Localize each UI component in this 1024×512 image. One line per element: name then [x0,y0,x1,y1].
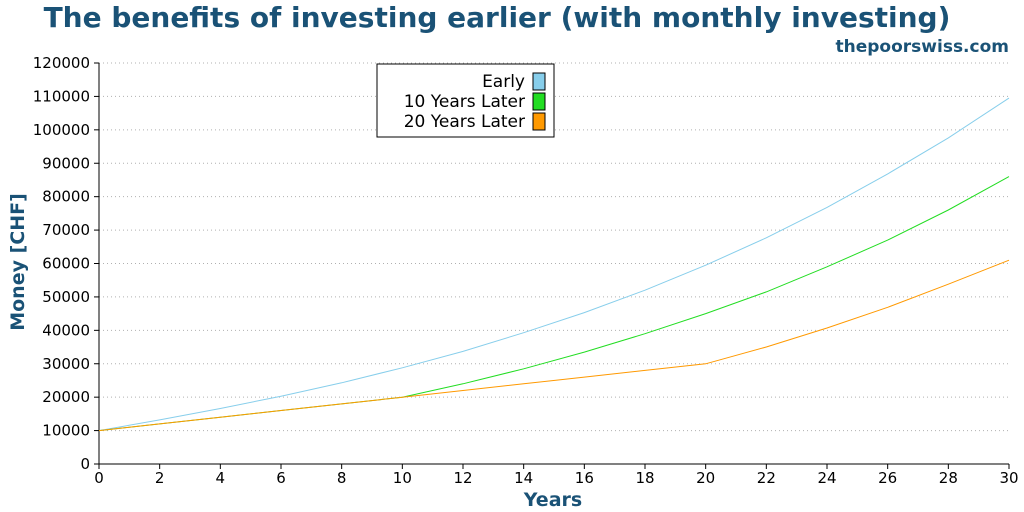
legend-box [376,63,555,138]
series-line-1 [98,176,1010,432]
legend-swatch [532,72,546,91]
y-tick-label: 80000 [42,188,90,206]
x-tick-label: 30 [999,469,1018,487]
chart-title: The benefits of investing earlier (with … [44,1,951,34]
y-tick-label: 40000 [42,321,90,339]
y-tick-label: 20000 [42,388,90,406]
y-tick-label: 120000 [33,54,90,72]
y-tick-label: 100000 [33,121,90,139]
legend-label: Early [482,72,525,92]
x-tick-label: 18 [635,469,654,487]
x-tick-label: 24 [817,469,836,487]
y-tick-label: 60000 [42,255,90,273]
y-tick-label: 10000 [42,422,90,440]
legend-swatch [532,112,546,131]
series-line-0 [98,97,1010,432]
legend-label: 10 Years Later [404,92,525,112]
x-axis-label: Years [523,489,582,511]
legend-label: 20 Years Later [404,112,525,132]
x-tick-label: 16 [575,469,594,487]
x-tick-label: 12 [453,469,472,487]
series-line-2 [98,259,1010,432]
y-tick-label: 70000 [42,221,90,239]
x-tick-label: 20 [696,469,715,487]
x-tick-label: 0 [94,469,104,487]
x-tick-label: 10 [393,469,412,487]
x-tick-label: 14 [514,469,533,487]
y-axis-label: Money [CHF] [7,193,29,331]
x-tick-label: 4 [216,469,226,487]
chart-subtitle: thepoorswiss.com [836,37,1010,57]
y-tick-label: 90000 [42,154,90,172]
y-tick-label: 110000 [33,87,90,105]
x-tick-label: 28 [939,469,958,487]
x-tick-label: 8 [337,469,347,487]
x-tick-label: 26 [878,469,897,487]
x-tick-label: 22 [757,469,776,487]
y-tick-label: 30000 [42,355,90,373]
y-tick-label: 0 [80,455,90,473]
legend-swatch [532,92,546,111]
series-lines [98,97,1010,432]
y-tick-label: 50000 [42,288,90,306]
x-ticks: 0 2 4 6 8 10 12 14 16 18 20 22 24 26 28 30 [94,464,1019,487]
x-tick-label: 6 [276,469,286,487]
x-tick-label: 2 [155,469,165,487]
y-ticks: 0 10000 20000 30000 40000 50000 60000 70000 8000… [33,54,99,473]
